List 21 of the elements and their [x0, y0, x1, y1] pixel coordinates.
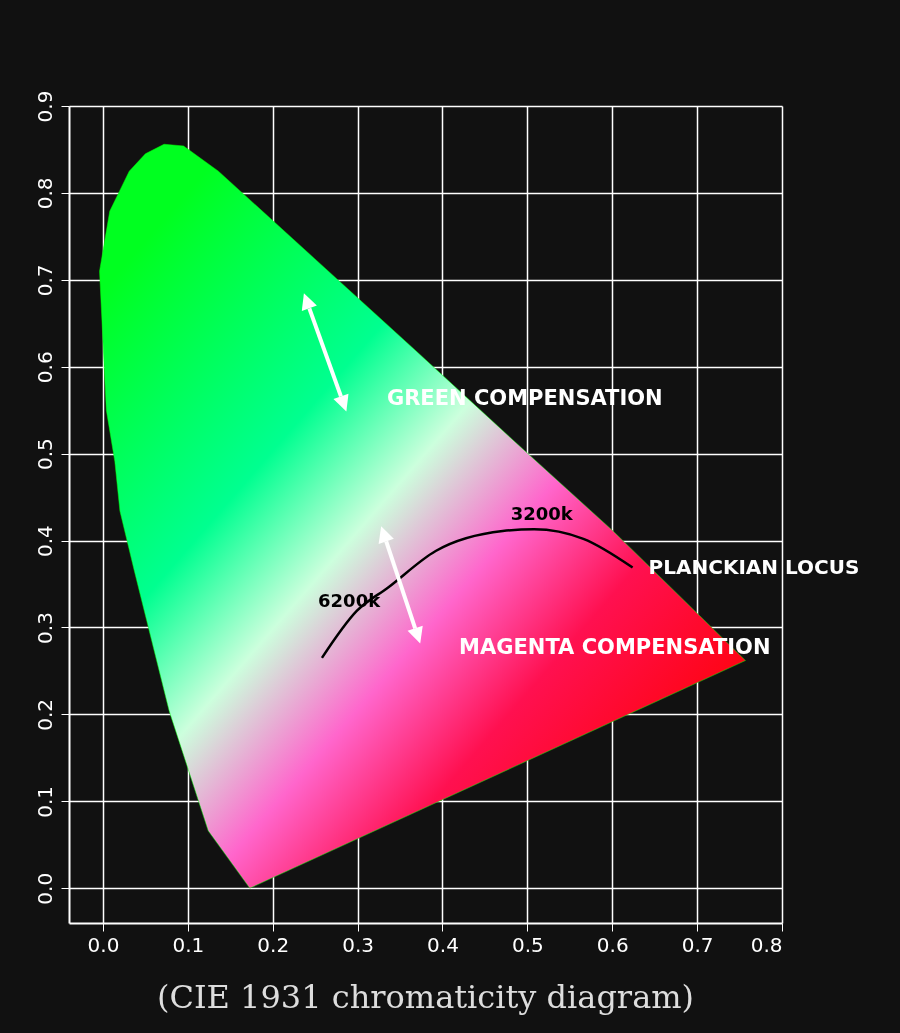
y-tick-label: 0.0 — [32, 872, 57, 905]
x-tick-label: 0.2 — [257, 932, 290, 957]
annotation: 3200k — [510, 503, 574, 525]
y-tick-label: 0.4 — [32, 525, 57, 557]
y-tick-label: 0.6 — [32, 351, 57, 384]
y-tick-label: 0.5 — [32, 438, 57, 471]
y-tick-label: 0.2 — [32, 699, 57, 731]
y-tick-label: 0.3 — [32, 612, 57, 644]
x-tick-label: 0.4 — [427, 932, 459, 957]
x-tick-label: 0.8 — [750, 932, 783, 957]
y-tick-label: 0.9 — [32, 90, 57, 123]
x-tick-label: 0.5 — [511, 932, 544, 957]
y-tick-label: 0.1 — [32, 785, 57, 818]
x-tick-label: 0.7 — [681, 932, 714, 957]
y-tick-label: 0.8 — [32, 177, 57, 210]
x-tick-label: 0.3 — [342, 932, 374, 957]
y-tick-label: 0.7 — [32, 264, 57, 297]
text: (CIE 1931 chromaticity diagram) — [156, 978, 695, 1016]
x-tick-label: 0.1 — [172, 932, 205, 957]
x-tick-label: 0.0 — [87, 932, 120, 957]
x-tick-label: 0.6 — [596, 932, 629, 957]
